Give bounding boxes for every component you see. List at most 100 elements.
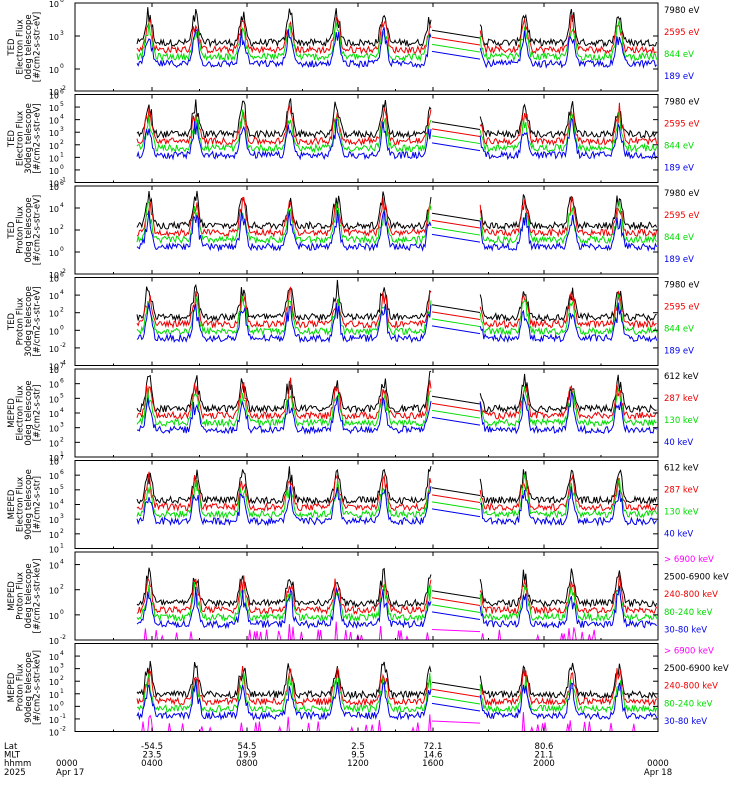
y-tick-exponent: 0 [60,700,64,707]
legend-entry: 30-80 keV [664,625,707,635]
legend-entry: 287 keV [664,486,699,496]
y-tick-label: 10 [49,92,59,101]
panel-frame [74,643,659,732]
y-tick-exponent: 0 [60,246,64,253]
legend-entry: 2500-6900 keV [664,573,729,583]
y-tick-exponent: 1 [60,451,64,458]
trace-black [136,370,657,414]
y-tick-exponent: 6 [60,378,64,385]
x-axis-tick-label: 0000 [647,759,669,769]
y-tick-exponent: 3 [60,422,64,429]
x-axis-tick-label: 2.5 [351,742,365,752]
y-tick-exponent: 6 [60,180,64,187]
x-axis-tick-label: 19.9 [238,751,257,761]
y-tick-label: 10 [49,88,59,97]
y-tick-label: 10 [49,458,59,467]
y-axis-title-line: Proton Flux [16,572,26,620]
gap-bridge-line [431,611,481,621]
y-tick-label: 10 [49,425,59,434]
y-tick-exponent: 2 [60,528,64,535]
y-axis-title-line: MEPED [7,581,17,611]
y-axis-title-line: Proton Flux [16,206,26,254]
y-tick-exponent: -1 [60,713,66,720]
y-tick-label: 10 [49,410,59,419]
y-tick-exponent: -1 [60,177,66,184]
trace-red [136,573,658,616]
legend-entry: 2595 eV [664,28,700,38]
legend-entry: > 6900 keV [664,555,714,565]
x-axis-tick-label: 1600 [422,759,444,769]
x-axis-tick-label: 0400 [141,759,163,769]
y-tick-exponent: 0 [60,164,64,171]
gap-bridge-line [431,409,481,419]
y-tick-exponent: 4 [60,407,64,414]
trace-red [136,14,657,55]
trace-green [136,385,657,429]
y-tick-exponent: 7 [60,363,64,370]
y-tick-exponent: 4 [60,650,64,657]
panel-frame [74,2,659,92]
gap-bridge-line [431,219,481,229]
y-tick-exponent: 2 [60,139,64,146]
trace-blue [136,485,657,527]
x-axis-tick-label: 0000 [56,759,78,769]
y-tick-label: 10 [49,637,59,646]
y-tick-label: 10 [49,716,59,725]
y-tick-exponent: 0 [60,609,64,616]
y-axis-title-line: [#/cm2-s-str-keV] [33,559,43,634]
y-tick-label: 10 [49,104,59,113]
legend-entry: 7980 eV [664,189,700,199]
trace-red [136,377,658,421]
y-tick-exponent: 4 [60,202,64,209]
y-axis-title-line: Electron Flux [16,111,26,166]
y-axis-title-line: [#/cm2-s-str-keV] [33,650,43,725]
gap-bridge-line [431,325,481,335]
y-tick-exponent: -2 [60,726,66,733]
y-tick-exponent: 4 [60,559,64,566]
gap-bridge-line [431,318,481,328]
y-tick-exponent: -2 [60,85,66,92]
gap-bridge-line [431,695,481,705]
x-axis-tick-label: 21.1 [535,751,554,761]
legend-entry: 240-800 keV [664,682,718,692]
y-tick-exponent: 1 [60,688,64,695]
y-tick-exponent: 6 [60,0,64,4]
y-axis-title-line: MEPED [7,489,17,519]
y-tick-exponent: 0 [60,324,64,331]
legend-entry: 2595 eV [664,303,700,313]
x-axis-tick-label: 14.6 [424,751,443,761]
y-tick-label: 10 [49,395,59,404]
y-tick-exponent: 6 [60,272,64,279]
x-axis-tick-label: 0800 [236,759,258,769]
x-axis-row-label: hhmm [4,759,31,769]
y-tick-label: 10 [49,729,59,738]
legend-entry: 40 keV [664,438,693,448]
y-axis-title-line: MEPED [7,672,17,702]
y-tick-label: 10 [49,310,59,319]
legend-entry: 2500-6900 keV [664,664,729,674]
y-tick-exponent: 6 [60,89,64,96]
y-tick-label: 10 [49,327,59,336]
y-tick-label: 10 [49,363,59,372]
y-axis-title-line: Electron Flux [16,19,26,74]
y-tick-label: 10 [49,205,59,214]
gap-bridge-line [431,702,481,712]
y-tick-label: 10 [49,129,59,138]
trace-green [137,672,658,714]
y-tick-label: 10 [49,653,59,662]
y-axis-title-line: MEPED [7,398,17,428]
y-tick-exponent: 1 [60,543,64,550]
trace-black [136,660,657,700]
x-axis-tick-label: 23.5 [143,751,162,761]
y-axis-title-line: Proton Flux [16,298,26,346]
y-tick-exponent: 3 [60,663,64,670]
x-axis-tick-label: 1200 [347,759,369,769]
x-axis-tick-label: 80.6 [535,742,554,752]
y-tick-label: 10 [49,117,59,126]
y-axis-title-line: Proton Flux [16,664,26,712]
trace-blue [136,585,657,630]
gap-bridge-line [431,628,481,633]
legend-entry: 189 eV [664,347,694,357]
